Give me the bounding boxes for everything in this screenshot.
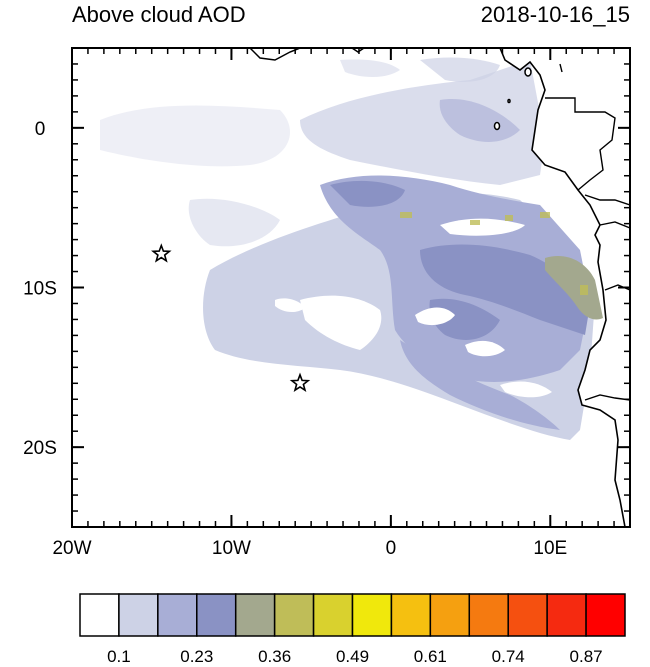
x-tick-label: 10W — [212, 538, 251, 559]
colorbar-swatch — [468, 593, 509, 637]
colorbar-swatch — [234, 593, 276, 637]
station-star-2-icon — [289, 372, 311, 393]
y-tick-label: 20S — [23, 438, 57, 459]
colorbar-swatch — [390, 593, 432, 637]
colorbar-label: 0.36 — [258, 647, 291, 666]
colorbar-swatch — [585, 593, 626, 637]
africa-landmass — [499, 48, 630, 527]
map-plot-area — [72, 48, 630, 527]
major-ticks — [71, 48, 630, 527]
aod-layer-coastal — [545, 256, 603, 320]
colorbar-swatch — [196, 593, 237, 637]
colorbar-swatch — [546, 593, 587, 637]
colorbar-swatch — [273, 593, 315, 637]
colorbar-label: 0.1 — [107, 647, 131, 666]
x-tick-label: 20W — [52, 538, 91, 559]
map-title: Above cloud AOD — [72, 2, 246, 27]
colorbar: 0.1 0.23 0.36 0.49 0.61 0.74 0.87 — [79, 593, 626, 666]
colorbar-label: 0.87 — [570, 647, 603, 666]
colorbar-label: 0.74 — [492, 647, 525, 666]
colorbar-swatch — [507, 593, 548, 637]
x-tick-label: 0 — [386, 538, 397, 559]
x-tick-label: 10E — [533, 538, 567, 559]
colorbar-swatch — [79, 593, 120, 637]
axis-tick-labels: 20W 10W 0 10E 0 10S 20S — [23, 119, 567, 559]
colorbar-swatch — [157, 593, 198, 637]
y-tick-label: 0 — [35, 119, 46, 140]
islands — [493, 67, 532, 131]
y-tick-label: 10S — [23, 279, 57, 300]
station-star-1-icon — [151, 243, 172, 263]
aod-layer-dust — [400, 212, 588, 295]
colorbar-label: 0.49 — [336, 647, 369, 666]
cloud-streaks — [415, 218, 552, 398]
station-markers — [151, 243, 311, 393]
colorbar-swatch — [118, 593, 159, 637]
map-timestamp: 2018-10-16_15 — [480, 2, 630, 27]
country-borders — [545, 63, 630, 401]
colorbar-swatch — [312, 593, 354, 637]
colorbar-swatch — [429, 593, 471, 637]
colorbar-label: 0.23 — [180, 647, 213, 666]
colorbar-label: 0.61 — [414, 647, 447, 666]
colorbar-swatch — [351, 593, 393, 637]
